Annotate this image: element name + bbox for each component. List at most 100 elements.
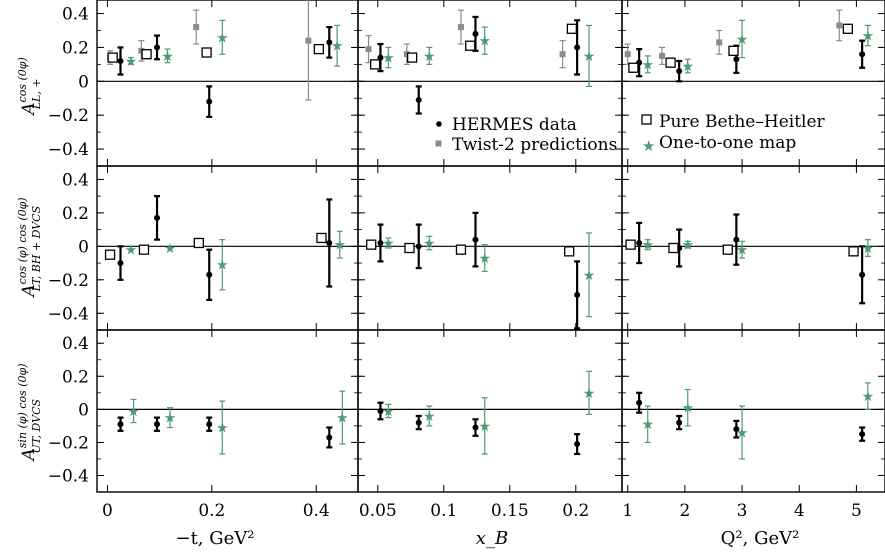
one-to-one-map-point: ★ (862, 389, 875, 405)
bethe-heitler-point (566, 23, 577, 34)
row-label-3-sub: UT, DVCS (30, 399, 43, 454)
hermes-data-point (472, 236, 479, 243)
y-tick-label: 0.4 (62, 334, 89, 354)
row-label-2-sub: LT, BH + DVCS (30, 205, 43, 292)
panel-frame-r2c3 (621, 165, 885, 331)
y-tick-label: −0.4 (48, 140, 89, 160)
bethe-heitler-point (138, 244, 150, 255)
one-to-one-map-point: ★ (681, 59, 694, 75)
bethe-heitler-point (665, 57, 676, 68)
one-to-one-map-point: ★ (161, 49, 174, 65)
hermes-data-point (733, 426, 740, 433)
svg-text:Acos (0φ)LL, +: Acos (0φ)LL, + (16, 57, 43, 117)
bethe-heitler-point (107, 52, 118, 63)
legend: HERMES data Twist-2 predictions Pure Bet… (435, 112, 826, 155)
one-to-one-map-point: ★ (478, 251, 491, 267)
hermes-data-point (377, 408, 384, 414)
one-to-one-map-point: ★ (862, 29, 875, 45)
hermes-data-point (206, 421, 213, 428)
hermes-data-point (154, 44, 161, 51)
x-tick-label: 0.05 (359, 501, 397, 521)
twist2-prediction-point (403, 51, 410, 58)
bethe-heitler-point (465, 40, 476, 51)
twist2-prediction-point (457, 24, 464, 31)
one-to-one-map-point: ★ (583, 386, 596, 402)
one-to-one-map-point: ★ (583, 49, 596, 65)
bethe-heitler-point (316, 232, 327, 244)
one-to-one-map-point: ★ (423, 236, 436, 252)
row-label-1-main: A (19, 102, 39, 116)
bethe-heitler-point (848, 246, 859, 257)
legend-label-bh: Pure Bethe–Heitler (659, 112, 826, 132)
one-to-one-map-point: ★ (862, 241, 875, 257)
one-to-one-map-point: ★ (164, 411, 177, 427)
hermes-data-point (676, 68, 683, 75)
one-to-one-map-point: ★ (423, 49, 436, 65)
bethe-heitler-point (668, 242, 679, 254)
one-to-one-map-point: ★ (423, 409, 436, 425)
one-to-one-map-point: ★ (164, 241, 177, 257)
one-to-one-map-point: ★ (681, 238, 694, 254)
x-tick-label: 5 (851, 501, 862, 521)
twist2-prediction-point (138, 47, 145, 54)
twist2-prediction-point (305, 37, 312, 44)
one-to-one-map-point: ★ (641, 238, 654, 254)
hermes-data-point (636, 399, 643, 406)
hermes-data-point (859, 431, 866, 438)
bethe-heitler-point (628, 62, 639, 73)
x-tick-label: 1 (622, 501, 633, 521)
x-tick-label: 0.2 (562, 501, 589, 521)
svg-text:Acos (φ) cos (0φ)LT, BH + DVCS: Acos (φ) cos (0φ)LT, BH + DVCS (16, 197, 43, 298)
legend-marker-map: ★ (642, 137, 655, 155)
y-tick-label: −0.2 (48, 433, 89, 453)
hermes-data-point (415, 243, 422, 250)
y-tick-label: −0.2 (48, 106, 89, 126)
hermes-data-point (154, 214, 161, 221)
hermes-data-point (574, 291, 581, 298)
twist2-prediction-point (624, 51, 631, 58)
hermes-data-point (117, 421, 124, 428)
twist2-prediction-point (365, 46, 372, 53)
panel-frame-r3c3 (621, 329, 885, 493)
hermes-data-point (472, 424, 479, 431)
legend-marker-bh (641, 114, 652, 125)
row-label-3-sup: sin (φ) cos (0φ) (16, 363, 29, 448)
hermes-data-point (206, 271, 213, 278)
panel-frame-r3c2 (357, 329, 623, 493)
x-tick-label: 0.1 (430, 501, 457, 521)
row-label-2-sup: cos (φ) cos (0φ) (16, 197, 29, 284)
hermes-data-point (415, 96, 422, 103)
one-to-one-map-point: ★ (736, 243, 749, 259)
one-to-one-map-point: ★ (641, 417, 654, 433)
y-tick-label: −0.4 (48, 466, 89, 486)
hermes-data-point (117, 57, 124, 64)
hermes-data-point (377, 54, 384, 61)
row-label-1: Acos (0φ)LL, + (16, 57, 43, 117)
x-axis-label-xb: x_B (476, 528, 508, 549)
x-tick-label: 0.4 (303, 501, 330, 521)
legend-label-hermes: HERMES data (452, 115, 577, 135)
one-to-one-map-point: ★ (127, 404, 140, 420)
twist2-prediction-point (193, 24, 200, 31)
y-tick-label: 0 (78, 237, 89, 257)
hermes-data-point (574, 44, 581, 51)
x-tick-label: 3 (737, 501, 748, 521)
twist2-prediction-point (659, 52, 666, 59)
y-tick-label: 0 (78, 400, 89, 420)
hermes-data-point (117, 260, 124, 267)
one-to-one-map-point: ★ (583, 268, 596, 284)
row-label-1-sub: LL, + (30, 78, 43, 110)
one-to-one-map-point: ★ (216, 30, 229, 46)
one-to-one-map-point: ★ (382, 51, 395, 67)
row-label-3-main: A (19, 448, 39, 462)
y-tick-label: 0.4 (62, 170, 89, 190)
panel-frame-r2c2 (357, 165, 623, 331)
row-label-3: Asin (φ) cos (0φ)UT, DVCS (16, 363, 43, 462)
bethe-heitler-point (366, 239, 377, 250)
bethe-heitler-point (201, 47, 212, 58)
one-to-one-map-point: ★ (681, 401, 694, 417)
one-to-one-map-point: ★ (216, 258, 229, 274)
hermes-data-point (415, 419, 422, 426)
hermes-data-point (676, 419, 683, 426)
panel-frame-r1c1 (96, 0, 359, 167)
